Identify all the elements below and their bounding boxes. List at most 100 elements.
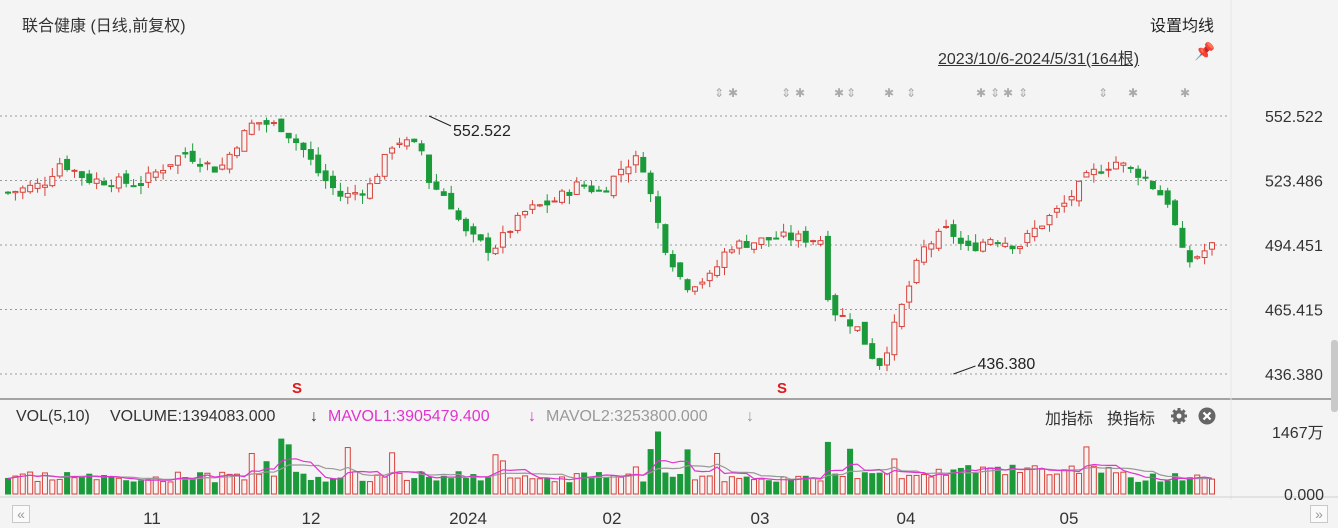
candle (1002, 242, 1009, 247)
volume-bar (714, 452, 721, 495)
volume-bar (197, 472, 204, 495)
volume-bar (78, 475, 85, 495)
candle (618, 168, 625, 176)
candle (352, 192, 359, 195)
volume-bar (935, 468, 942, 495)
candle (1090, 168, 1097, 176)
volume-legend: VOL(5,10) VOLUME:1394083.000 ↓ MAVOL1:39… (0, 403, 1338, 431)
candle (810, 240, 817, 243)
volume-bar (352, 471, 359, 495)
candle (167, 164, 174, 167)
candle (492, 247, 499, 255)
chevron-down-icon[interactable]: ⌄ (1205, 13, 1216, 28)
scroll-right-button[interactable]: » (1310, 505, 1328, 523)
candle (78, 171, 85, 178)
volume-bar (795, 475, 802, 495)
volume-bar (1076, 472, 1083, 495)
candle (640, 156, 647, 173)
volume-bar (189, 478, 196, 495)
time-tick-label: 12 (302, 509, 321, 528)
volume-bar (477, 480, 484, 495)
volume-bar (928, 476, 935, 495)
candle (1039, 225, 1046, 229)
volume-bar (1112, 472, 1119, 495)
candle (366, 183, 373, 199)
candle (817, 240, 824, 245)
volume-bar (1179, 480, 1186, 495)
volume-bar (167, 481, 174, 495)
event-icon: ✱ (976, 86, 986, 100)
price-tick-label: 436.380 (1265, 367, 1323, 384)
candle (595, 189, 602, 192)
candle (588, 185, 595, 193)
volume-bar (1068, 465, 1075, 495)
scroll-left-button[interactable]: « (12, 505, 30, 523)
gear-icon[interactable] (1170, 407, 1188, 425)
candle (743, 241, 750, 248)
event-icon: ✱ (834, 86, 844, 100)
volume-bar (34, 480, 41, 495)
date-range-label[interactable]: 2023/10/6-2024/5/31(164根) (938, 51, 1140, 68)
candle (522, 210, 529, 216)
volume-bar (691, 479, 698, 495)
split-marker: S (777, 380, 787, 397)
set-ma-button[interactable]: 设置均线 (1149, 18, 1214, 35)
candle (684, 279, 691, 291)
volume-bar (987, 467, 994, 495)
candle (1186, 250, 1193, 263)
volume-bar (854, 478, 861, 495)
volume-bar (625, 473, 632, 495)
candle (751, 242, 758, 250)
volume-bar (1157, 481, 1164, 495)
volume-bar (49, 479, 56, 495)
volume-bar (19, 473, 26, 495)
candle (293, 138, 300, 144)
volume-bar (861, 472, 868, 495)
volume-bar (137, 480, 144, 495)
candle (174, 155, 181, 166)
volume-bar (115, 477, 122, 495)
event-icon: ⇕ (781, 86, 791, 100)
candle (891, 321, 898, 356)
close-icon[interactable] (1198, 407, 1216, 425)
candle (706, 272, 713, 282)
event-icon: ⇕ (714, 86, 724, 100)
volume-bar (182, 477, 189, 495)
volume-bar (278, 438, 285, 495)
volume-bar (315, 476, 322, 495)
candle (101, 180, 108, 186)
candle (485, 237, 492, 253)
switch-indicator-button[interactable]: 换指标 (1107, 411, 1156, 428)
candle (581, 184, 588, 187)
candle (920, 246, 927, 263)
volume-bar (957, 467, 964, 495)
candle (330, 175, 337, 189)
volume-bar (1098, 472, 1105, 495)
volume-bar (101, 475, 108, 495)
event-icon: ✱ (728, 86, 738, 100)
event-icon: ✱ (1003, 86, 1013, 100)
volume-bar (1039, 468, 1046, 495)
volume-bar (965, 465, 972, 495)
candle (795, 233, 802, 242)
candle (211, 166, 218, 173)
volume-bar (802, 475, 809, 495)
volume-bar (1046, 474, 1053, 495)
volume-bar (455, 471, 462, 495)
volume-arrow: ↓ (310, 408, 318, 425)
candle (64, 158, 71, 171)
pin-icon[interactable]: 📌 (1194, 42, 1216, 61)
candle (677, 262, 684, 278)
volume-bar (152, 476, 159, 495)
volume-bar (632, 466, 639, 495)
add-indicator-button[interactable]: 加指标 (1045, 411, 1094, 428)
volume-bar (337, 477, 344, 495)
volume-bar (1031, 465, 1038, 495)
candle (499, 232, 506, 248)
volume-bar (743, 476, 750, 495)
event-icon: ⇕ (1098, 86, 1108, 100)
scrollbar[interactable] (1331, 340, 1338, 412)
mavol1-arrow: ↓ (528, 408, 536, 425)
candle (1009, 245, 1016, 250)
